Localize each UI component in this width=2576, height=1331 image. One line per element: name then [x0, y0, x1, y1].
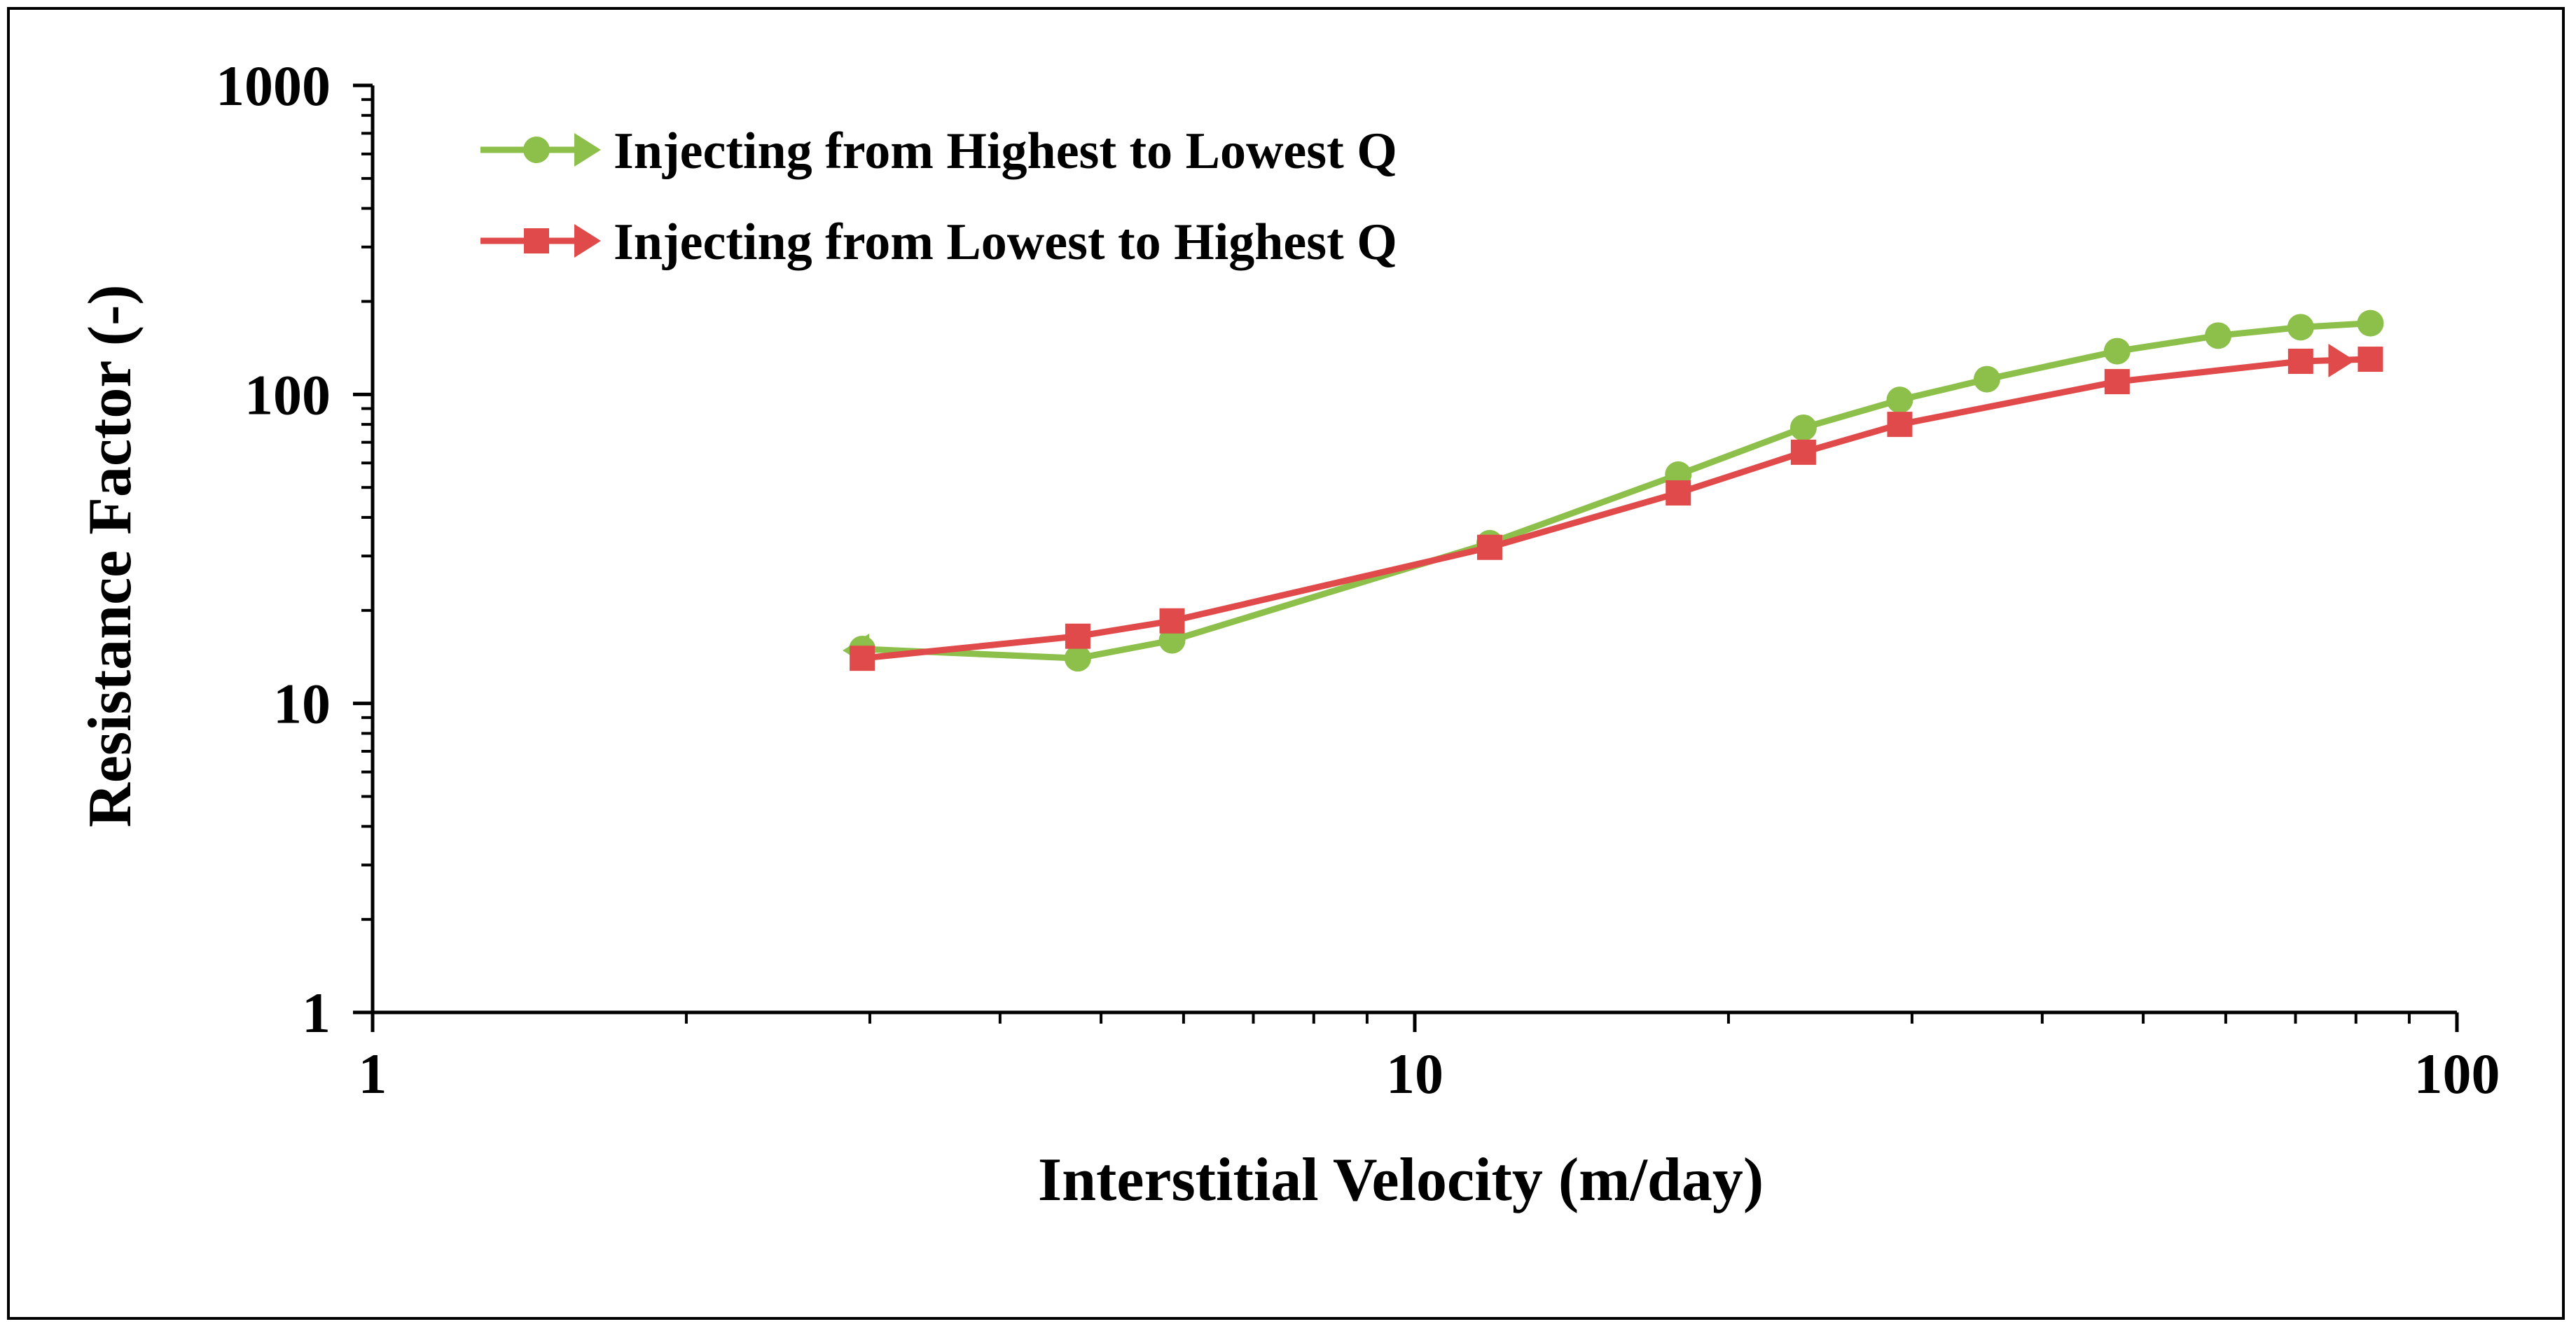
legend-item-2: Injecting from Lowest to Highest Q [480, 214, 1397, 271]
series-2-point [1790, 439, 1816, 465]
series-1-point [2357, 309, 2384, 337]
axes: 1 10 100 1000 1 10 100 [216, 54, 2500, 1106]
series-1-point [2205, 322, 2232, 349]
y-tick-label: 1000 [216, 54, 331, 118]
y-tick-label: 10 [273, 672, 331, 736]
series-2-point [1159, 608, 1185, 634]
y-ticks: 1 10 100 1000 [216, 54, 373, 1045]
series-2-point [1666, 480, 1691, 506]
series-1-line [861, 320, 2371, 662]
series-1-point [2287, 314, 2314, 341]
legend-marker [523, 137, 550, 163]
series-2-point [850, 646, 875, 671]
series-1-point [2103, 337, 2131, 365]
series-2-point [2287, 349, 2313, 375]
series-2-point [1065, 623, 1090, 649]
legend-label: Injecting from Highest to Lowest Q [614, 123, 1397, 180]
y-tick-label: 100 [244, 363, 331, 426]
legend: Injecting from Highest to Lowest Q Inject… [480, 123, 1397, 271]
series-1-point [1886, 386, 1913, 414]
series-layer [843, 309, 2384, 672]
legend-arrow [574, 224, 601, 258]
x-ticks: 1 10 100 [359, 1012, 2500, 1106]
series-2 [850, 344, 2383, 671]
series-1-point [1158, 627, 1186, 654]
series-1 [843, 309, 2384, 672]
series-2-point [1887, 412, 1913, 438]
series-2-line [861, 356, 2371, 662]
x-axis-title: Interstitial Velocity (m/day) [1038, 1146, 1764, 1214]
x-tick-label: 100 [2414, 1042, 2500, 1106]
series-1-point [1064, 645, 1091, 672]
y-tick-label: 1 [302, 981, 331, 1045]
legend-arrow [574, 133, 601, 167]
legend-label: Injecting from Lowest to Highest Q [614, 214, 1397, 271]
series-1-point [1973, 365, 2000, 393]
series-2-point [1476, 534, 1502, 560]
series-1-point [1789, 414, 1817, 441]
y-axis-title: Resistance Factor (-) [76, 284, 144, 827]
legend-item-1: Injecting from Highest to Lowest Q [480, 123, 1397, 180]
legend-marker [524, 228, 549, 253]
series-2-point [2357, 347, 2383, 372]
series-2-arrow [2328, 344, 2355, 378]
x-tick-label: 1 [359, 1042, 387, 1106]
chart-frame: 1 10 100 1000 1 10 100 Resistance Factor (-) … [7, 7, 2565, 1320]
series-2-point [2104, 369, 2130, 395]
x-tick-label: 10 [1386, 1042, 1443, 1106]
